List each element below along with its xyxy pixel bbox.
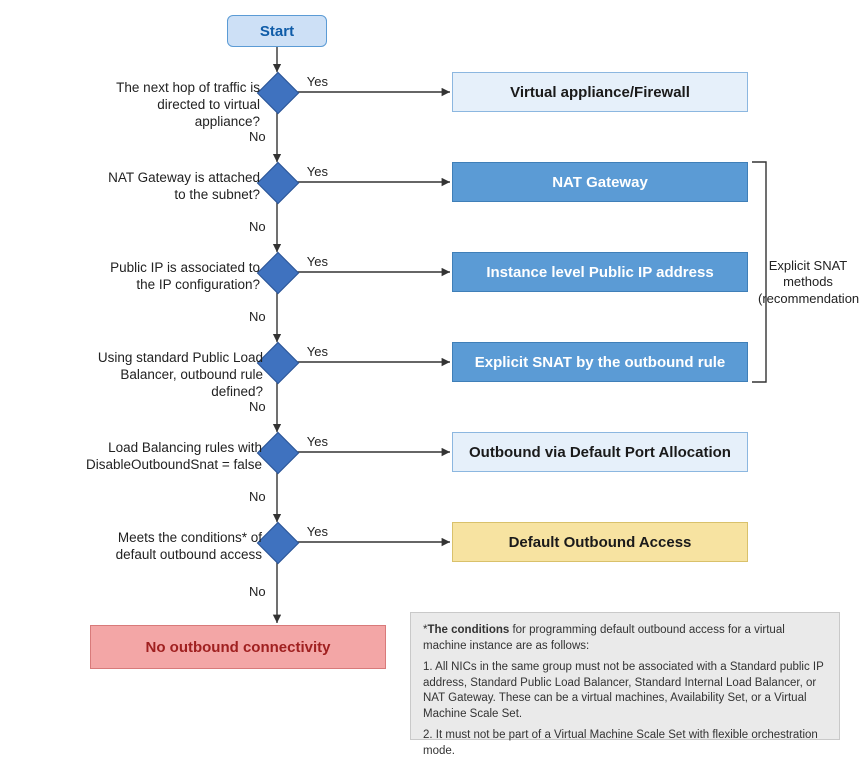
outcome-box-1: NAT Gateway <box>452 162 748 202</box>
decision-question-5: Meets the conditions* of default outboun… <box>102 530 262 564</box>
start-box: Start <box>227 15 327 47</box>
outcome-box-5: Default Outbound Access <box>452 522 748 562</box>
decision-question-4: Load Balancing rules with DisableOutboun… <box>80 440 262 474</box>
no-label-3: No <box>247 399 268 414</box>
note-item-1: 1. All NICs in the same group must not b… <box>423 660 827 722</box>
terminal-box: No outbound connectivity <box>90 625 386 669</box>
outcome-label-2: Instance level Public IP address <box>486 264 713 281</box>
decision-diamond-0 <box>257 72 299 114</box>
decision-question-3: Using standard Public Load Balancer, out… <box>68 350 263 401</box>
yes-label-1: Yes <box>305 164 330 179</box>
no-label-2: No <box>247 309 268 324</box>
yes-label-2: Yes <box>305 254 330 269</box>
decision-question-1: NAT Gateway is attached to the subnet? <box>105 170 260 204</box>
outcome-label-0: Virtual appliance/Firewall <box>510 84 690 101</box>
yes-label-5: Yes <box>305 524 330 539</box>
decision-diamond-5 <box>257 522 299 564</box>
bracket-label: Explicit SNAT methods (recommendations) <box>758 258 858 307</box>
outcome-label-3: Explicit SNAT by the outbound rule <box>475 354 726 371</box>
decision-diamond-1 <box>257 162 299 204</box>
decision-diamond-4 <box>257 432 299 474</box>
decision-question-2: Public IP is associated to the IP config… <box>100 260 260 294</box>
no-label-0: No <box>247 129 268 144</box>
terminal-label: No outbound connectivity <box>146 639 331 656</box>
note-title: *The conditions for programming default … <box>423 623 827 654</box>
no-label-5: No <box>247 584 268 599</box>
decision-diamond-3 <box>257 342 299 384</box>
conditions-note: *The conditions for programming default … <box>410 612 840 740</box>
decision-diamond-2 <box>257 252 299 294</box>
bracket-label-text: Explicit SNAT methods (recommendations) <box>758 258 859 306</box>
decision-question-0: The next hop of traffic is directed to v… <box>90 80 260 131</box>
note-item-2: 2. It must not be part of a Virtual Mach… <box>423 728 827 759</box>
outcome-box-0: Virtual appliance/Firewall <box>452 72 748 112</box>
outcome-box-2: Instance level Public IP address <box>452 252 748 292</box>
outcome-box-3: Explicit SNAT by the outbound rule <box>452 342 748 382</box>
outcome-label-4: Outbound via Default Port Allocation <box>469 444 731 461</box>
yes-label-3: Yes <box>305 344 330 359</box>
no-label-4: No <box>247 489 268 504</box>
yes-label-0: Yes <box>305 74 330 89</box>
start-label: Start <box>260 23 294 40</box>
outcome-label-5: Default Outbound Access <box>509 534 692 551</box>
no-label-1: No <box>247 219 268 234</box>
outcome-label-1: NAT Gateway <box>552 174 648 191</box>
outcome-box-4: Outbound via Default Port Allocation <box>452 432 748 472</box>
yes-label-4: Yes <box>305 434 330 449</box>
